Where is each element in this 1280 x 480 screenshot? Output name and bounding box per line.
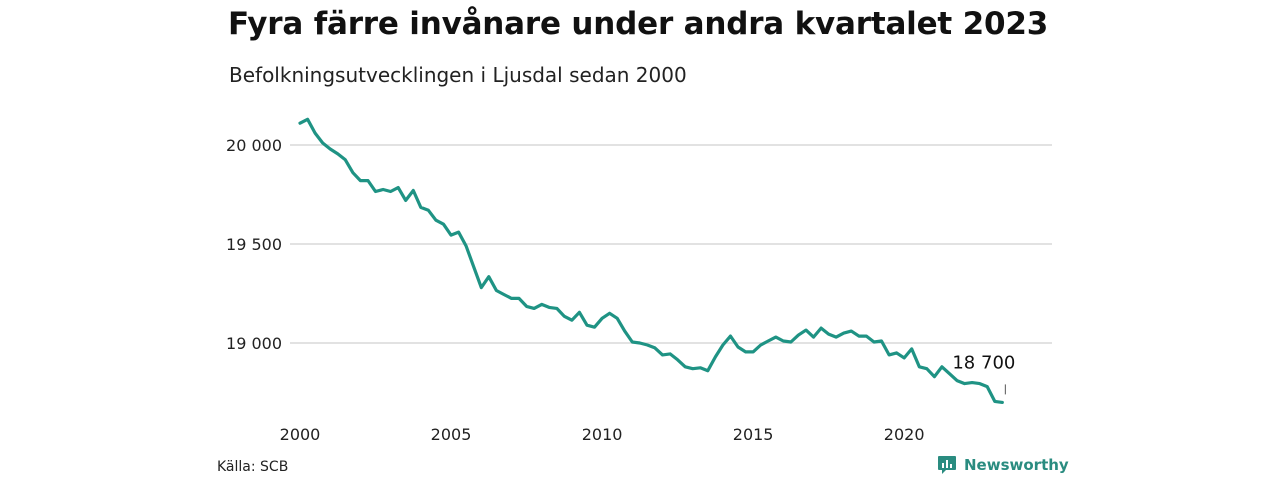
source-note: Källa: SCB (217, 459, 288, 475)
x-tick-label: 2010 (582, 425, 623, 444)
x-tick-label: 2000 (280, 425, 321, 444)
bar-chart-speech-bubble-icon (937, 455, 957, 475)
y-tick-label: 19 500 (226, 235, 282, 254)
line-chart: 19 000 19 500 20 000 2000 2005 2010 2015 2020 18… (0, 0, 1280, 455)
series-line (300, 119, 1002, 402)
annotation-label: 18 700 (952, 352, 1015, 373)
x-tick-label: 2020 (884, 425, 925, 444)
x-tick-label: 2005 (431, 425, 472, 444)
brand-logo: Newsworthy (937, 455, 1069, 475)
y-tick-label: 20 000 (226, 136, 282, 155)
y-tick-label: 19 000 (226, 334, 282, 353)
brand-name: Newsworthy (964, 456, 1069, 474)
x-tick-label: 2015 (733, 425, 774, 444)
